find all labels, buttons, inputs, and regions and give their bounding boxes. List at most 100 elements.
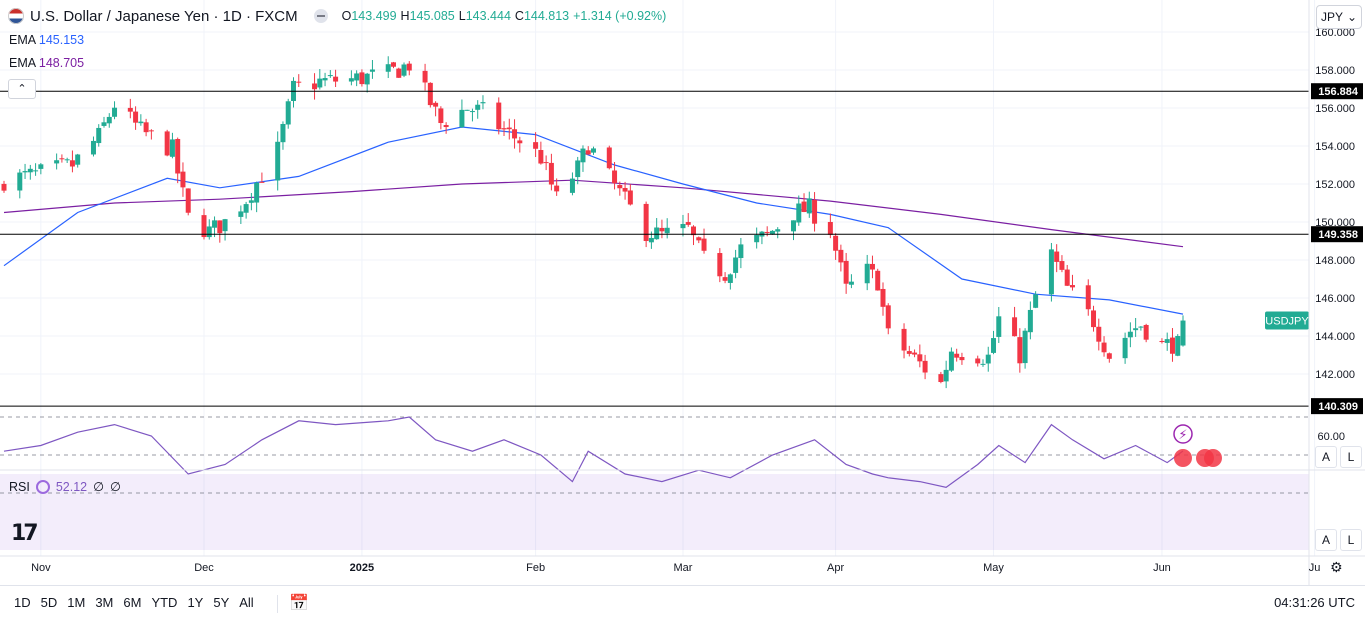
- candle-body: [838, 249, 844, 263]
- candle-body: [717, 253, 723, 277]
- tradingview-logo: 17: [11, 521, 39, 546]
- candle-body: [612, 170, 618, 184]
- candle-body: [280, 123, 286, 143]
- range-3m[interactable]: 3M: [95, 595, 114, 610]
- price-tick-label: 146.000: [1315, 293, 1355, 305]
- ema-legend-1[interactable]: EMA 145.153: [9, 33, 85, 47]
- candle-body: [1069, 285, 1075, 288]
- candle-body: [112, 107, 118, 117]
- candle-body: [606, 147, 612, 169]
- ema-legend-2[interactable]: EMA 148.705: [9, 56, 85, 70]
- candle-body: [148, 130, 154, 132]
- candle-body: [554, 185, 560, 192]
- rsi-levels: 60.00: [0, 416, 1345, 494]
- candle-body: [733, 257, 739, 273]
- open-value: 143.499: [351, 9, 397, 23]
- range-all[interactable]: All: [239, 595, 254, 610]
- price-tick-label: 160.000: [1315, 27, 1355, 39]
- horizontal-levels: 156.884 149.358 140.309 USDJPY: [0, 83, 1363, 415]
- candle-body: [664, 227, 670, 234]
- candle-body: [996, 316, 1002, 337]
- us-flag-event-icon: [1204, 449, 1222, 467]
- candle-body: [1048, 249, 1054, 295]
- rsi-tick-label: 60.00: [1317, 431, 1345, 443]
- rsi-auto-scale-button[interactable]: A: [1315, 529, 1337, 551]
- range-5y[interactable]: 5Y: [213, 595, 230, 610]
- candle-body: [1138, 326, 1144, 328]
- settings-gear-icon[interactable]: ⚙: [1330, 559, 1343, 575]
- candle-body: [980, 363, 986, 365]
- close-value: 144.813: [523, 9, 570, 23]
- time-tick-label: Jun: [1153, 562, 1171, 574]
- candle-body: [469, 111, 475, 113]
- candle-body: [38, 164, 44, 169]
- candle-body: [1085, 285, 1091, 310]
- range-6m[interactable]: 6M: [123, 595, 142, 610]
- currency-selector[interactable]: JPY ⌄: [1316, 5, 1362, 29]
- rsi-log-scale-button[interactable]: L: [1340, 529, 1362, 551]
- candle-body: [569, 178, 575, 193]
- candle-body: [354, 73, 360, 81]
- candle-body: [517, 140, 523, 144]
- candle-body: [722, 277, 728, 281]
- ohlc-readout: O143.499 H145.085 L143.444 C144.813 +1.3…: [341, 9, 667, 23]
- candle-body: [1059, 261, 1065, 270]
- candle-body: [1122, 337, 1128, 359]
- price-chart[interactable]: 60.00 156.884 149.358 140.309 USDJPY 160.00…: [0, 0, 1365, 585]
- candle-body: [480, 102, 486, 104]
- time-tick-label: 2025: [350, 562, 374, 574]
- candle-body: [1133, 328, 1139, 331]
- candle-body: [1127, 331, 1133, 338]
- ema-200-path: [3, 179, 1184, 248]
- level-price-label: 149.358: [1318, 229, 1358, 241]
- symbol-badge: [1265, 311, 1309, 330]
- clock-readout[interactable]: 04:31:26 UTC: [1274, 595, 1355, 610]
- candle-body: [948, 351, 954, 371]
- candle-body: [975, 358, 981, 364]
- candle-body: [422, 70, 428, 83]
- range-5d[interactable]: 5D: [40, 595, 58, 610]
- change-value: +1.314 (+0.92%): [573, 9, 667, 23]
- candle-body: [69, 160, 75, 167]
- candle-body: [185, 188, 191, 213]
- candle-body: [401, 64, 407, 76]
- symbol-title[interactable]: U.S. Dollar / Japanese Yen · 1D · FXCM: [30, 7, 298, 25]
- candle-body: [864, 263, 870, 284]
- candle-body: [575, 160, 581, 178]
- candle-body: [869, 263, 875, 270]
- candle-body: [285, 101, 291, 125]
- candle-body: [543, 162, 549, 164]
- candle-body: [390, 62, 396, 67]
- candle-body: [54, 160, 60, 164]
- candle-body: [327, 75, 333, 77]
- candle-body: [938, 374, 944, 383]
- candle-body: [769, 230, 775, 235]
- range-1m[interactable]: 1M: [67, 595, 86, 610]
- candle-body: [427, 82, 433, 106]
- time-tick-label: Apr: [827, 562, 844, 574]
- candle-body: [580, 148, 586, 163]
- candle-body: [1169, 337, 1175, 354]
- level-price-label: 156.884: [1318, 86, 1359, 98]
- candle-body: [885, 305, 891, 329]
- candle-body: [59, 158, 65, 160]
- rsi-settings-icon[interactable]: [35, 479, 50, 494]
- time-tick-label: May: [983, 562, 1004, 574]
- rsi-legend[interactable]: RSI 52.12 ∅ ∅: [9, 479, 121, 494]
- candle-body: [754, 234, 760, 243]
- candle-body: [1159, 341, 1165, 343]
- candle-body: [538, 150, 544, 164]
- collapse-legend-button[interactable]: ⌃: [8, 79, 36, 99]
- candle-body: [206, 226, 212, 238]
- market-status-icon[interactable]: [313, 9, 328, 23]
- price-tick-label: 148.000: [1315, 255, 1355, 267]
- candle-body: [954, 353, 960, 358]
- log-scale-button[interactable]: L: [1340, 446, 1362, 468]
- candle-body: [1175, 336, 1181, 356]
- range-1y[interactable]: 1Y: [187, 595, 204, 610]
- calendar-icon[interactable]: 📅: [289, 595, 309, 612]
- range-1d[interactable]: 1D: [14, 595, 31, 610]
- candle-body: [943, 369, 949, 382]
- auto-scale-button[interactable]: A: [1315, 446, 1337, 468]
- range-ytd[interactable]: YTD: [151, 595, 178, 610]
